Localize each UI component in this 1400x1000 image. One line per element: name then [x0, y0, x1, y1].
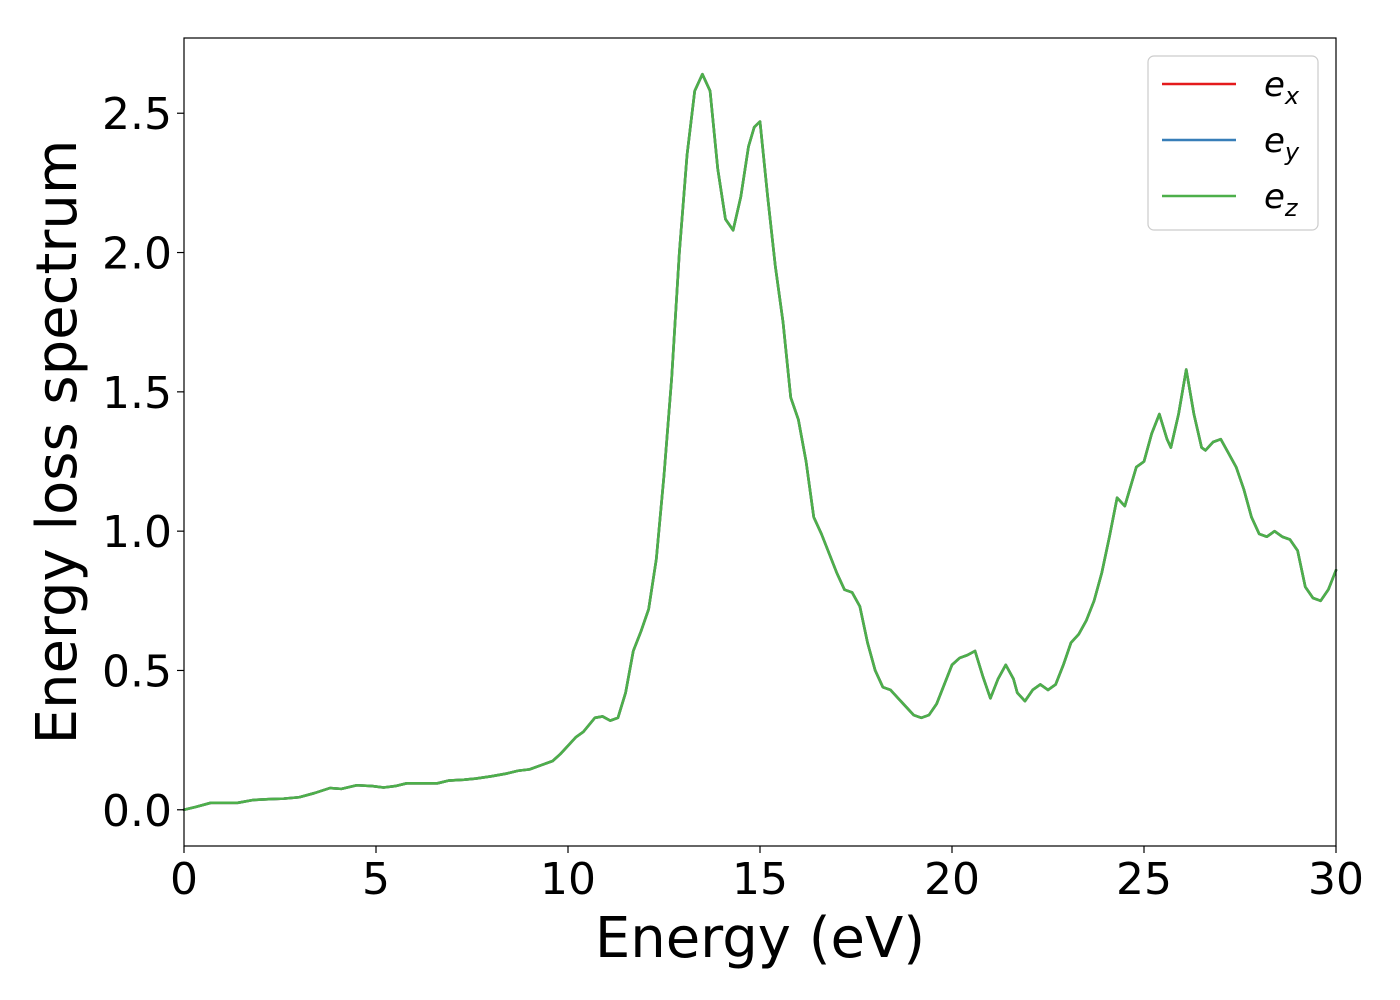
x-tick-label: 30: [1308, 854, 1364, 905]
series-layer: [182, 72, 1338, 812]
y-tick-label: 1.0: [102, 507, 172, 558]
y-tick-label: 0.0: [102, 786, 172, 837]
x-tick-label: 15: [732, 854, 788, 905]
x-tick-label: 10: [540, 854, 596, 905]
y-tick-label: 2.0: [102, 229, 172, 280]
x-tick-label: 25: [1116, 854, 1172, 905]
x-axis-ticks: 0 5 10 15 20 25 30: [170, 846, 1364, 905]
x-tick-label: 5: [362, 854, 390, 905]
y-axis-ticks: 0.0 0.5 1.0 1.5 2.0 2.5: [102, 89, 184, 837]
y-axis-label: Energy loss spectrum: [25, 140, 90, 745]
legend-box: [1147, 55, 1319, 231]
y-tick-label: 0.5: [102, 646, 172, 697]
x-axis-label: Energy (eV): [595, 906, 925, 971]
series-line-ez: [182, 72, 1338, 812]
y-tick-label: 1.5: [102, 368, 172, 419]
x-tick-label: 20: [924, 854, 980, 905]
y-tick-label: 2.5: [102, 89, 172, 140]
x-tick-label: 0: [170, 854, 198, 905]
